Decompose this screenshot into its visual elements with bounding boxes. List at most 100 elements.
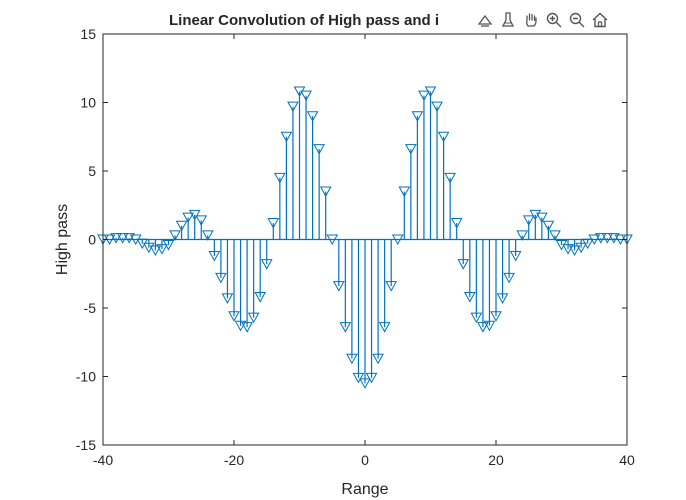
data-marker	[274, 172, 286, 184]
pan-hand-icon	[526, 13, 537, 27]
data-marker	[509, 250, 522, 262]
data-marker	[372, 353, 384, 365]
export-button[interactable]	[474, 9, 496, 31]
data-marker	[247, 312, 260, 324]
data-marker	[215, 272, 227, 284]
x-tick-label: 0	[361, 452, 369, 468]
data-marker	[208, 250, 221, 262]
data-marker	[267, 218, 280, 229]
data-marker	[477, 322, 489, 333]
data-marker	[116, 233, 129, 244]
data-marker	[490, 311, 502, 322]
axes-toolbar	[474, 8, 611, 32]
data-marker	[398, 186, 411, 198]
data-marker	[300, 90, 312, 102]
data-marker	[260, 259, 273, 270]
data-marker	[385, 281, 398, 292]
zoom-in-button[interactable]	[543, 9, 565, 31]
data-marker	[431, 101, 443, 113]
data-marker	[123, 233, 136, 244]
data-marker	[280, 131, 293, 143]
x-tick-label: 20	[488, 452, 504, 468]
data-marker	[306, 111, 319, 122]
data-marker	[405, 144, 417, 155]
data-marker	[221, 293, 234, 304]
data-marker	[496, 293, 509, 304]
data-marker	[195, 215, 208, 226]
brush-button[interactable]	[497, 9, 519, 31]
zoom-out-button[interactable]	[566, 9, 588, 31]
data-marker	[424, 86, 437, 98]
data-marker	[588, 234, 601, 246]
y-tick-label: -15	[76, 437, 96, 453]
x-tick-label: -40	[93, 452, 113, 468]
data-marker	[169, 230, 181, 241]
zoom-out-icon	[569, 12, 585, 28]
data-marker	[228, 311, 240, 322]
x-axis-label: Range	[341, 481, 388, 498]
data-marker	[365, 372, 378, 384]
axis-ticks: -40 -20 0 20 40 -15 -10 -5 0 5 10 15	[76, 26, 635, 468]
data-marker	[346, 353, 358, 365]
y-tick-label: -5	[84, 300, 97, 316]
data-marker	[175, 220, 188, 232]
data-marker	[581, 238, 594, 250]
pan-button[interactable]	[520, 9, 542, 31]
data-marker	[601, 233, 614, 244]
data-marker	[522, 215, 535, 226]
y-tick-label: 15	[80, 26, 96, 42]
data-marker	[562, 244, 574, 255]
data-marker	[536, 212, 548, 224]
chart-title: Linear Convolution of High pass and i	[169, 12, 439, 29]
data-marker	[483, 320, 496, 332]
data-marker	[411, 111, 424, 122]
data-marker	[326, 234, 339, 246]
data-marker	[418, 90, 430, 102]
data-marker	[575, 242, 587, 254]
data-marker	[549, 230, 561, 241]
data-marker	[457, 259, 470, 270]
data-marker	[241, 322, 253, 333]
data-marker	[188, 209, 201, 221]
data-marker	[516, 230, 529, 241]
home-button[interactable]	[589, 9, 611, 31]
y-tick-label: 0	[88, 232, 96, 248]
data-marker	[437, 131, 450, 143]
y-tick-label: 5	[88, 163, 96, 179]
y-tick-label: -10	[76, 369, 96, 385]
data-marker	[378, 322, 391, 333]
home-icon	[592, 12, 608, 28]
data-marker	[568, 245, 581, 256]
data-marker	[463, 292, 476, 303]
data-marker	[359, 378, 371, 389]
data-marker	[319, 186, 332, 198]
zoom-in-icon	[546, 12, 562, 28]
data-marker	[110, 233, 122, 244]
brush-icon	[501, 12, 515, 27]
data-marker	[234, 320, 247, 332]
data-marker	[201, 230, 214, 241]
data-marker	[503, 272, 515, 284]
data-marker	[313, 144, 325, 155]
data-marker	[287, 101, 299, 113]
data-marker	[594, 233, 607, 244]
y-axis-label: High pass	[54, 204, 71, 275]
data-marker	[332, 281, 345, 292]
data-marker	[450, 218, 463, 229]
stem-series	[97, 86, 633, 389]
data-marker	[156, 244, 168, 255]
data-marker	[254, 292, 267, 303]
data-marker	[470, 312, 483, 324]
data-marker	[444, 172, 456, 184]
data-marker	[391, 234, 404, 246]
export-icon	[477, 14, 493, 27]
data-marker	[542, 220, 555, 232]
x-tick-label: 40	[619, 452, 635, 468]
data-marker	[149, 245, 162, 256]
y-tick-label: 10	[80, 95, 96, 111]
data-marker	[608, 233, 620, 244]
data-marker	[339, 322, 352, 333]
data-marker	[352, 372, 365, 384]
x-tick-label: -20	[224, 452, 244, 468]
